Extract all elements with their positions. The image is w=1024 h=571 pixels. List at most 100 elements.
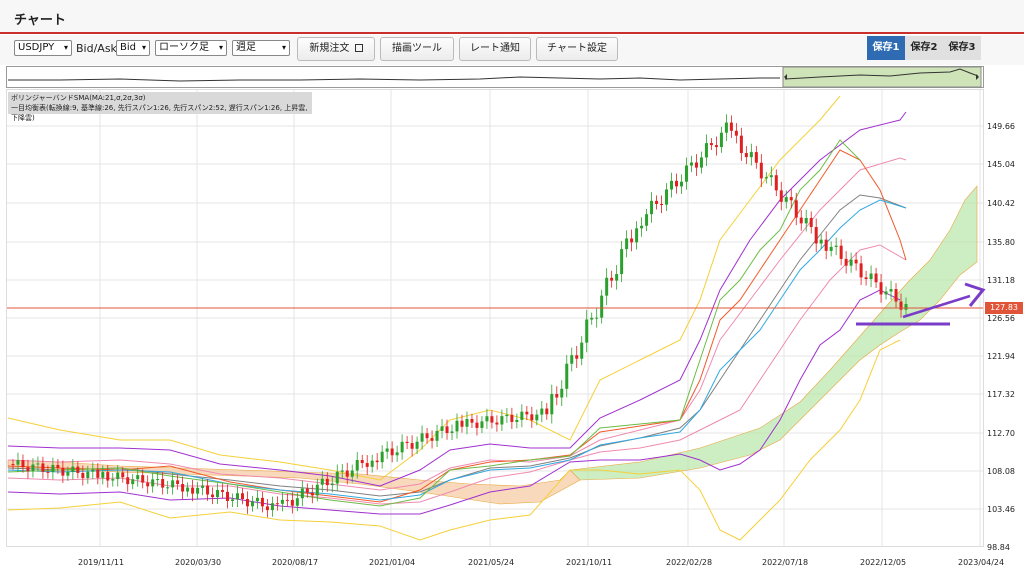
candle-down — [390, 448, 394, 456]
candle-up — [216, 490, 220, 498]
candle-down — [176, 480, 180, 484]
candle-up — [889, 289, 893, 292]
period-select[interactable]: 週足 ▾ — [232, 40, 290, 56]
candle-down — [56, 464, 60, 468]
candle-up — [71, 466, 75, 472]
new-order-button[interactable]: 新規注文 — [297, 37, 375, 61]
candle-up — [355, 459, 359, 471]
candle-up — [156, 479, 160, 481]
candle-down — [430, 438, 434, 441]
candle-up — [335, 471, 339, 484]
candle-down — [754, 152, 758, 163]
bid-ask-value: Bid — [120, 42, 136, 53]
candle-down — [46, 471, 50, 473]
rate-alert-button[interactable]: レート通知 — [459, 37, 531, 61]
x-tick-label: 2022/12/05 — [860, 558, 907, 567]
save-1-button[interactable]: 保存1 — [867, 36, 905, 60]
candle-up — [315, 484, 319, 496]
bb-upper-2sigma — [7, 111, 907, 487]
candle-up — [201, 485, 205, 488]
candle-up — [16, 460, 20, 465]
navigator-scrollbar[interactable] — [6, 66, 984, 88]
chart-settings-button[interactable]: チャート設定 — [536, 37, 618, 61]
candle-up — [535, 414, 539, 421]
navigator-line — [8, 76, 780, 82]
candle-up — [689, 162, 693, 166]
candle-up — [749, 152, 753, 158]
arrow-right-icon[interactable] — [976, 74, 979, 80]
candle-up — [625, 238, 629, 250]
candle-down — [575, 355, 579, 359]
candle-up — [370, 460, 374, 467]
save-2-button[interactable]: 保存2 — [905, 36, 943, 60]
candle-up — [764, 177, 768, 179]
candle-down — [425, 433, 429, 439]
bid-ask-select[interactable]: Bid ▾ — [116, 40, 150, 56]
candle-down — [844, 258, 848, 266]
candle-down — [555, 393, 559, 398]
candle-up — [440, 426, 444, 431]
candle-down — [26, 467, 30, 472]
new-order-label: 新規注文 — [309, 43, 350, 54]
symbol-select[interactable]: USDJPY ▾ — [14, 40, 72, 56]
candle-up — [395, 452, 399, 456]
candle-down — [290, 499, 294, 506]
candle-down — [410, 443, 414, 449]
candle-down — [655, 200, 659, 204]
candle-down — [709, 143, 713, 146]
y-tick-label: 108.08 — [987, 467, 1015, 476]
candle-up — [769, 175, 773, 178]
candle-down — [61, 467, 65, 476]
candle-up — [699, 157, 703, 168]
bid-ask-label: Bid/Ask — [76, 42, 117, 55]
candle-down — [814, 227, 818, 244]
candle-down — [285, 499, 289, 501]
candle-up — [834, 245, 838, 247]
candle-down — [774, 175, 778, 191]
candle-up — [485, 416, 489, 422]
candle-up — [455, 420, 459, 432]
candle-down — [610, 277, 614, 281]
chart-type-select[interactable]: ローソク足 ▾ — [155, 40, 227, 56]
candle-down — [490, 416, 494, 423]
candle-up — [480, 421, 484, 428]
bb-upper-1sigma — [7, 157, 907, 491]
candle-up — [724, 122, 728, 133]
candle-down — [206, 485, 210, 495]
candle-up — [151, 479, 155, 487]
candle-down — [839, 245, 843, 259]
candle-down — [879, 282, 883, 295]
save-3-button[interactable]: 保存3 — [943, 36, 981, 60]
arrow-left-icon[interactable] — [784, 74, 787, 80]
candle-down — [265, 506, 269, 511]
candle-up — [615, 274, 619, 281]
drawing-tool-button[interactable]: 描画ツール — [380, 37, 454, 61]
y-tick-label: 112.70 — [987, 429, 1015, 438]
x-tick-label: 2021/01/04 — [369, 558, 416, 567]
candle-up — [520, 411, 524, 420]
candle-up — [250, 501, 254, 507]
candle-down — [345, 470, 349, 477]
candle-down — [470, 418, 474, 423]
candle-down — [739, 135, 743, 154]
candle-up — [670, 180, 674, 190]
candle-down — [530, 414, 534, 421]
candle-down — [146, 482, 150, 487]
candle-up — [600, 295, 604, 318]
ichimoku-lagging-span — [7, 139, 861, 507]
chart-type-value: ローソク足 — [159, 42, 209, 53]
candle-up — [565, 363, 569, 389]
candle-down — [211, 494, 215, 498]
candle-down — [460, 420, 464, 427]
drawn-arrow-line[interactable] — [902, 294, 971, 319]
navigator-window[interactable] — [782, 66, 982, 88]
candle-up — [116, 472, 120, 480]
bb-middle-sma21 — [7, 194, 907, 497]
rate-alert-label: レート通知 — [470, 43, 520, 54]
candle-up — [350, 470, 354, 477]
candle-up — [36, 463, 40, 465]
candle-down — [744, 153, 748, 158]
candle-up — [51, 464, 55, 473]
candles — [11, 114, 908, 518]
candle-up — [131, 479, 135, 485]
